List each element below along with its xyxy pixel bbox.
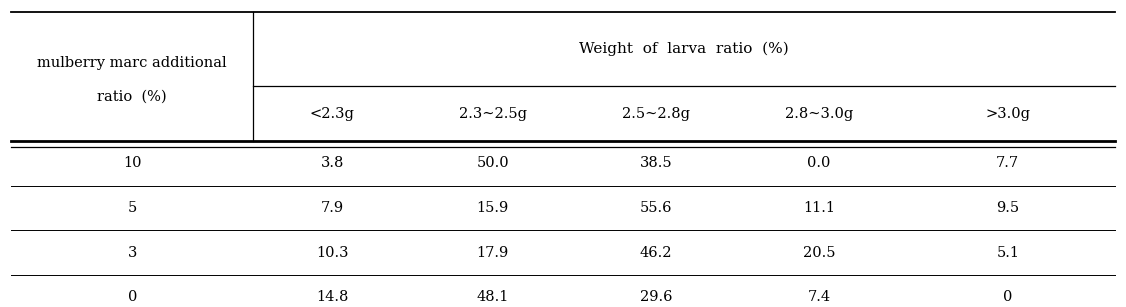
Text: 3: 3 [127,246,137,259]
Text: 7.7: 7.7 [997,157,1019,170]
Text: 5.1: 5.1 [997,246,1019,259]
Text: 2.8∼3.0g: 2.8∼3.0g [785,107,854,121]
Text: 7.4: 7.4 [807,290,831,304]
Text: 17.9: 17.9 [476,246,509,259]
Text: Weight  of  larva  ratio  (%): Weight of larva ratio (%) [579,42,789,56]
Text: 15.9: 15.9 [476,201,509,215]
Text: 2.5∼2.8g: 2.5∼2.8g [622,107,690,121]
Text: mulberry marc additional: mulberry marc additional [37,56,227,70]
Text: 3.8: 3.8 [321,157,343,170]
Text: 0: 0 [1003,290,1012,304]
Text: 38.5: 38.5 [640,157,672,170]
Text: 50.0: 50.0 [476,157,509,170]
Text: 0: 0 [127,290,137,304]
Text: 29.6: 29.6 [640,290,672,304]
Text: 46.2: 46.2 [640,246,672,259]
Text: 14.8: 14.8 [316,290,348,304]
Text: 55.6: 55.6 [640,201,672,215]
Text: 0.0: 0.0 [807,157,831,170]
Text: ratio  (%): ratio (%) [98,90,167,104]
Text: 48.1: 48.1 [476,290,509,304]
Text: >3.0g: >3.0g [985,107,1030,121]
Text: 10: 10 [123,157,142,170]
Text: 10.3: 10.3 [316,246,348,259]
Text: 5: 5 [127,201,137,215]
Text: 20.5: 20.5 [803,246,835,259]
Text: <2.3g: <2.3g [310,107,355,121]
Text: 7.9: 7.9 [321,201,343,215]
Text: 2.3∼2.5g: 2.3∼2.5g [458,107,527,121]
Text: 11.1: 11.1 [803,201,835,215]
Text: 9.5: 9.5 [997,201,1019,215]
